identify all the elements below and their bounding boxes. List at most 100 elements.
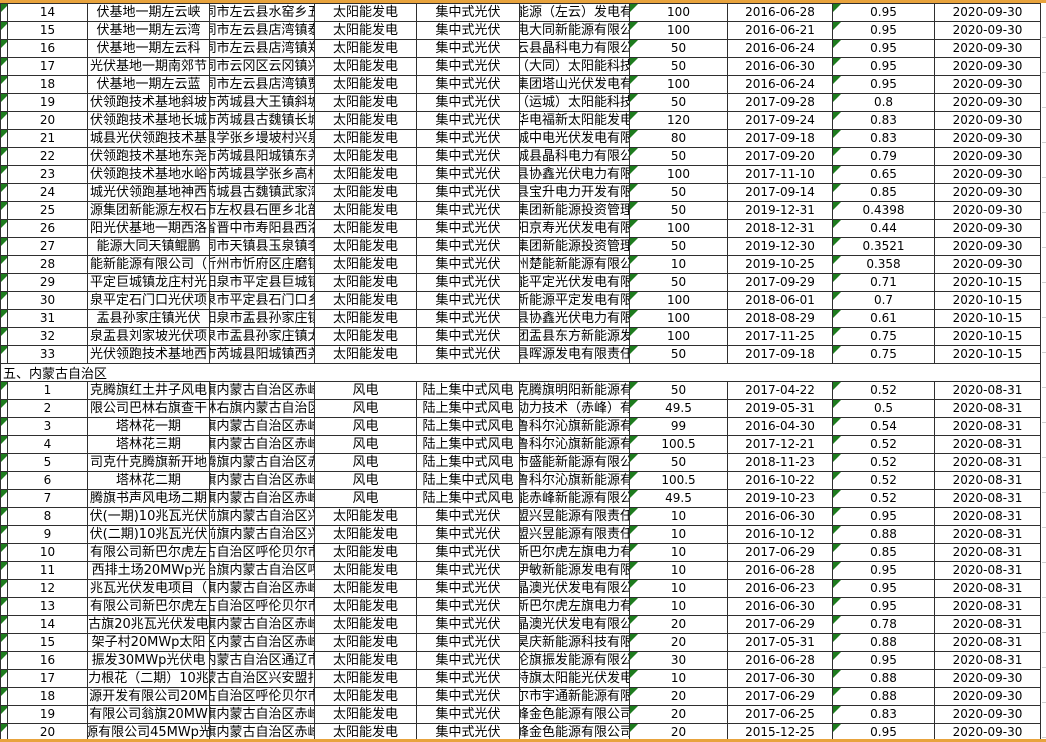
- cell-row-number[interactable]: 10: [8, 544, 88, 561]
- row-indicator-cell[interactable]: [0, 706, 8, 723]
- cell-grid-date[interactable]: 2016-06-30: [728, 508, 833, 525]
- cell-deadline[interactable]: 2020-08-31: [935, 598, 1041, 615]
- row-indicator-cell[interactable]: [0, 94, 8, 111]
- cell-capacity[interactable]: 50: [630, 40, 728, 57]
- cell-row-number[interactable]: 19: [8, 706, 88, 723]
- cell-energy-type[interactable]: 太阳能发电: [315, 346, 417, 363]
- cell-grid-date[interactable]: 2019-10-25: [728, 256, 833, 273]
- cell-grid-date[interactable]: 2019-12-31: [728, 202, 833, 219]
- cell-sub-type[interactable]: 集中式光伏: [417, 40, 520, 57]
- row-indicator-cell[interactable]: [0, 202, 8, 219]
- cell-sub-type[interactable]: 集中式光伏: [417, 526, 520, 543]
- cell-capacity[interactable]: 30: [630, 652, 728, 669]
- cell-sub-type[interactable]: 集中式光伏: [417, 634, 520, 651]
- cell-company[interactable]: 伦旗振发能源有限公: [520, 652, 630, 669]
- cell-capacity[interactable]: 50: [630, 238, 728, 255]
- row-indicator-cell[interactable]: [0, 40, 8, 57]
- cell-row-number[interactable]: 16: [8, 652, 88, 669]
- cell-deadline[interactable]: 2020-09-30: [935, 112, 1041, 129]
- cell-row-number[interactable]: 15: [8, 22, 88, 39]
- cell-energy-type[interactable]: 太阳能发电: [315, 274, 417, 291]
- cell-price[interactable]: 0.3521: [833, 238, 935, 255]
- cell-project-name[interactable]: 限公司巴林右旗查干: [88, 400, 210, 417]
- cell-grid-date[interactable]: 2016-10-22: [728, 472, 833, 489]
- cell-sub-type[interactable]: 集中式光伏: [417, 256, 520, 273]
- row-indicator-cell[interactable]: [0, 220, 8, 237]
- cell-grid-date[interactable]: 2016-10-12: [728, 526, 833, 543]
- cell-price[interactable]: 0.71: [833, 274, 935, 291]
- cell-location[interactable]: 市芮城县阳城镇东尧: [210, 148, 315, 165]
- cell-row-number[interactable]: 6: [8, 472, 88, 489]
- cell-project-name[interactable]: 振发30MWp光伏电: [88, 652, 210, 669]
- cell-energy-type[interactable]: 太阳能发电: [315, 706, 417, 723]
- cell-energy-type[interactable]: 太阳能发电: [315, 544, 417, 561]
- cell-row-number[interactable]: 29: [8, 274, 88, 291]
- cell-row-number[interactable]: 14: [8, 4, 88, 21]
- cell-company[interactable]: （大同）太阳能科技: [520, 58, 630, 75]
- cell-project-name[interactable]: 泉平定石门口光伏项: [88, 292, 210, 309]
- cell-price[interactable]: 0.75: [833, 346, 935, 363]
- cell-deadline[interactable]: 2020-10-15: [935, 310, 1041, 327]
- cell-project-name[interactable]: 力根花（二期）10兆: [88, 670, 210, 687]
- cell-project-name[interactable]: 司克什克腾旗新开地: [88, 454, 210, 471]
- cell-capacity[interactable]: 50: [630, 454, 728, 471]
- cell-grid-date[interactable]: 2017-06-29: [728, 688, 833, 705]
- cell-capacity[interactable]: 50: [630, 58, 728, 75]
- cell-sub-type[interactable]: 集中式光伏: [417, 292, 520, 309]
- cell-location[interactable]: 市左权县石匣乡北部: [210, 202, 315, 219]
- cell-row-number[interactable]: 24: [8, 184, 88, 201]
- cell-sub-type[interactable]: 集中式光伏: [417, 76, 520, 93]
- cell-location[interactable]: 同市左云县店湾镇泰: [210, 22, 315, 39]
- row-indicator-cell[interactable]: [0, 346, 8, 363]
- cell-capacity[interactable]: 99: [630, 418, 728, 435]
- row-indicator-cell[interactable]: [0, 130, 8, 147]
- cell-sub-type[interactable]: 集中式光伏: [417, 202, 520, 219]
- cell-project-name[interactable]: 平定巨城镇龙庄村光: [88, 274, 210, 291]
- cell-row-number[interactable]: 2: [8, 400, 88, 417]
- cell-price[interactable]: 0.95: [833, 580, 935, 597]
- cell-row-number[interactable]: 18: [8, 688, 88, 705]
- cell-location[interactable]: 同市云冈区云冈镇兴: [210, 58, 315, 75]
- row-indicator-cell[interactable]: [0, 166, 8, 183]
- row-indicator-cell[interactable]: [0, 544, 8, 561]
- cell-row-number[interactable]: 20: [8, 724, 88, 741]
- cell-company[interactable]: 鲁科尔沁旗新能源有: [520, 436, 630, 453]
- cell-row-number[interactable]: 8: [8, 508, 88, 525]
- cell-location[interactable]: 市芮城县大王镇斜坡: [210, 94, 315, 111]
- cell-capacity[interactable]: 120: [630, 112, 728, 129]
- cell-location[interactable]: 旗内蒙古自治区赤峰: [210, 436, 315, 453]
- cell-price[interactable]: 0.75: [833, 328, 935, 345]
- cell-grid-date[interactable]: 2019-12-30: [728, 238, 833, 255]
- cell-deadline[interactable]: 2020-08-31: [935, 616, 1041, 633]
- row-indicator-cell[interactable]: [0, 4, 8, 21]
- cell-price[interactable]: 0.79: [833, 148, 935, 165]
- cell-project-name[interactable]: 兆瓦光伏发电项目（: [88, 580, 210, 597]
- row-indicator-cell[interactable]: [0, 688, 8, 705]
- cell-price[interactable]: 0.8: [833, 94, 935, 111]
- row-indicator-cell[interactable]: [0, 436, 8, 453]
- cell-energy-type[interactable]: 太阳能发电: [315, 688, 417, 705]
- cell-price[interactable]: 0.358: [833, 256, 935, 273]
- cell-company[interactable]: 能平定光伏发电有限: [520, 274, 630, 291]
- cell-location[interactable]: 古自治区呼伦贝尔市: [210, 688, 315, 705]
- cell-deadline[interactable]: 2020-08-31: [935, 400, 1041, 417]
- cell-capacity[interactable]: 50: [630, 346, 728, 363]
- row-indicator-cell[interactable]: [0, 454, 8, 471]
- cell-company[interactable]: 县协鑫光伏电力有限: [520, 310, 630, 327]
- cell-deadline[interactable]: 2020-09-30: [935, 22, 1041, 39]
- cell-location[interactable]: 古自治区呼伦贝尔市: [210, 598, 315, 615]
- cell-location[interactable]: 忻州市忻府区庄磨镇: [210, 256, 315, 273]
- cell-company[interactable]: 峰金色能源有限公司: [520, 724, 630, 741]
- cell-sub-type[interactable]: 集中式光伏: [417, 616, 520, 633]
- cell-energy-type[interactable]: 风电: [315, 400, 417, 417]
- cell-sub-type[interactable]: 陆上集中式风电: [417, 382, 520, 399]
- cell-row-number[interactable]: 20: [8, 112, 88, 129]
- cell-location[interactable]: 前旗内蒙古自治区兴: [210, 508, 315, 525]
- cell-project-name[interactable]: 源开发有限公司20M: [88, 688, 210, 705]
- cell-capacity[interactable]: 50: [630, 202, 728, 219]
- cell-location[interactable]: 同市左云县水窑乡五: [210, 4, 315, 21]
- cell-energy-type[interactable]: 太阳能发电: [315, 598, 417, 615]
- cell-row-number[interactable]: 14: [8, 616, 88, 633]
- cell-capacity[interactable]: 10: [630, 256, 728, 273]
- cell-sub-type[interactable]: 集中式光伏: [417, 184, 520, 201]
